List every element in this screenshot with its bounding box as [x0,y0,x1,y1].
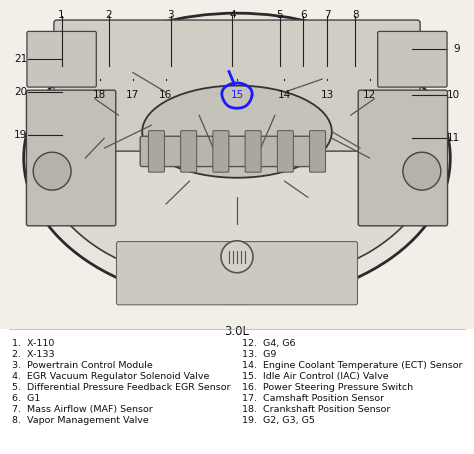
Text: 15: 15 [230,89,244,99]
FancyBboxPatch shape [213,131,229,172]
Text: 1.  X-110: 1. X-110 [12,339,55,348]
Text: 2: 2 [106,10,112,20]
FancyBboxPatch shape [27,31,96,87]
Text: 20: 20 [14,87,27,97]
FancyBboxPatch shape [358,90,447,226]
Text: 18.  Crankshaft Position Sensor: 18. Crankshaft Position Sensor [242,405,390,414]
Text: 19.  G2, G3, G5: 19. G2, G3, G5 [242,416,315,424]
FancyBboxPatch shape [310,131,326,172]
Text: 8: 8 [352,10,359,20]
Text: 14: 14 [278,89,291,99]
Ellipse shape [41,30,433,286]
Text: 3.  Powertrain Control Module: 3. Powertrain Control Module [12,360,153,370]
Text: 11: 11 [447,133,460,143]
Text: 3.0L: 3.0L [225,325,249,338]
Text: 12.  G4, G6: 12. G4, G6 [242,339,295,348]
Text: 8.  Vapor Management Valve: 8. Vapor Management Valve [12,416,149,424]
Text: 18: 18 [93,89,106,99]
Text: 17: 17 [126,89,139,99]
FancyBboxPatch shape [245,131,261,172]
Text: 14.  Engine Coolant Temperature (ECT) Sensor: 14. Engine Coolant Temperature (ECT) Sen… [242,360,462,370]
FancyBboxPatch shape [378,31,447,87]
Text: 12: 12 [363,89,376,99]
Text: 6.  G1: 6. G1 [12,394,40,403]
Text: 13.  G9: 13. G9 [242,350,276,359]
FancyBboxPatch shape [117,242,357,305]
Text: 21: 21 [14,54,27,64]
Ellipse shape [142,85,332,178]
Text: 5: 5 [276,10,283,20]
Text: 16.  Power Steering Pressure Switch: 16. Power Steering Pressure Switch [242,383,413,392]
FancyBboxPatch shape [140,136,324,167]
Text: 13: 13 [320,89,334,99]
Text: 4: 4 [229,10,236,20]
FancyBboxPatch shape [181,131,197,172]
FancyBboxPatch shape [27,90,116,226]
Text: 2.  X-133: 2. X-133 [12,350,55,359]
Text: 9: 9 [453,44,460,54]
Text: 10: 10 [447,90,460,100]
Text: 19: 19 [14,130,27,140]
Circle shape [33,152,71,190]
Circle shape [403,152,441,190]
Circle shape [221,241,253,273]
Text: 3: 3 [167,10,174,20]
Text: 7: 7 [324,10,330,20]
Text: 4.  EGR Vacuum Regulator Solenoid Valve: 4. EGR Vacuum Regulator Solenoid Valve [12,372,210,381]
Text: 6: 6 [300,10,307,20]
FancyBboxPatch shape [54,20,420,151]
Text: 15.  Idle Air Control (IAC) Valve: 15. Idle Air Control (IAC) Valve [242,372,388,381]
Text: 5.  Differential Pressure Feedback EGR Sensor: 5. Differential Pressure Feedback EGR Se… [12,383,230,392]
FancyBboxPatch shape [277,131,293,172]
Text: 7.  Mass Airflow (MAF) Sensor: 7. Mass Airflow (MAF) Sensor [12,405,153,414]
Ellipse shape [24,13,450,303]
FancyBboxPatch shape [148,131,164,172]
FancyBboxPatch shape [0,0,474,329]
Text: 1: 1 [58,10,65,20]
Text: 17.  Camshaft Position Sensor: 17. Camshaft Position Sensor [242,394,384,403]
Text: 16: 16 [159,89,173,99]
